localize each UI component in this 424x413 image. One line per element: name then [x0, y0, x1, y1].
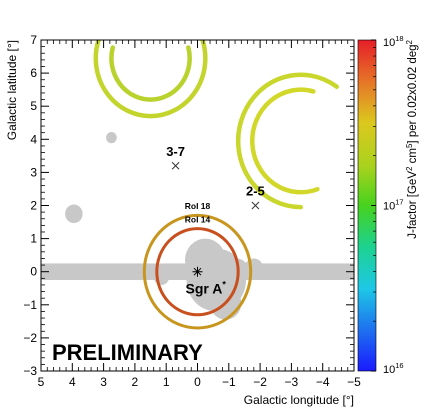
x-axis-label: Galactic longitude [°]: [244, 393, 354, 407]
roi-ring-label-1: RoI 14: [185, 214, 211, 224]
y-tick-label: −2: [23, 331, 37, 345]
x-tick-label: 5: [38, 375, 45, 389]
source-mask-5: [184, 238, 226, 282]
roi-ring-1: [155, 227, 240, 317]
y-axis-label: Galactic latitude [°]: [5, 40, 19, 140]
colorbar-tick-label-1: 1016: [383, 361, 404, 376]
x-tick-label: 1: [163, 375, 170, 389]
source-mask-6: [224, 258, 250, 285]
x-axis: 5 4 3 2 1 0 −1 −2 −3 −4 −5: [38, 40, 361, 389]
marker-label-2: 3-7: [166, 144, 185, 159]
annulus-arc-3: [250, 87, 320, 195]
annulus-arc-2: [93, 40, 208, 119]
x-tick-label: 0: [194, 375, 201, 389]
x-tick-label: 3: [100, 375, 107, 389]
colorbar-tick-label-2: 1017: [383, 198, 404, 213]
marker-2: 3-7: [166, 144, 185, 170]
watermark-text: PRELIMINARY: [52, 340, 203, 365]
annulus-arc-4: [236, 72, 339, 210]
y-tick-label: 2: [30, 199, 37, 213]
marker-label-3: 2-5: [246, 184, 265, 199]
x-tick-label: −2: [253, 375, 267, 389]
x-tick-label: −4: [316, 375, 330, 389]
annulus-arc-1: [109, 45, 192, 102]
y-tick-label: 0: [30, 265, 37, 279]
x-tick-label: −5: [347, 375, 361, 389]
y-axis: −3 −2 −1 0 1 2 3 4 5 6 7: [23, 33, 354, 378]
annulus-arcs: [93, 40, 339, 210]
colorbar-label: J-factor [GeV2 cm5] per 0.02x0.02 deg2: [405, 39, 419, 238]
x-tick-label: 4: [69, 375, 76, 389]
y-tick-label: 6: [30, 66, 37, 80]
colorbar-tick-label-3: 1018: [383, 34, 404, 49]
colorbar: 1016 1017 1018 J-factor [GeV2 cm5] per 0.0…: [357, 34, 419, 376]
x-tick-label: 2: [132, 375, 139, 389]
x-tick-label: −1: [222, 375, 236, 389]
source-mask-7: [244, 258, 264, 279]
marker-label-1: Sgr A*: [186, 280, 227, 297]
marker-3: 2-5: [246, 184, 265, 210]
roi-ring-label-2: RoI 18: [185, 201, 211, 211]
source-mask-2: [106, 132, 117, 144]
roi-ring-2: [142, 213, 253, 330]
y-tick-label: 4: [30, 132, 37, 146]
y-tick-label: −1: [23, 298, 37, 312]
marker-1: Sgr A*: [186, 266, 227, 297]
source-mask-1: [65, 204, 83, 224]
roi-rings: [142, 213, 253, 330]
y-tick-label: 7: [30, 33, 37, 47]
y-tick-label: 1: [30, 232, 37, 246]
y-tick-label: 3: [30, 165, 37, 179]
source-markers: RoI 14 RoI 18 Sgr A* 3-7 2-5: [166, 144, 265, 297]
y-tick-label: −3: [23, 364, 37, 378]
x-tick-label: −3: [285, 375, 299, 389]
y-tick-label: 5: [30, 99, 37, 113]
